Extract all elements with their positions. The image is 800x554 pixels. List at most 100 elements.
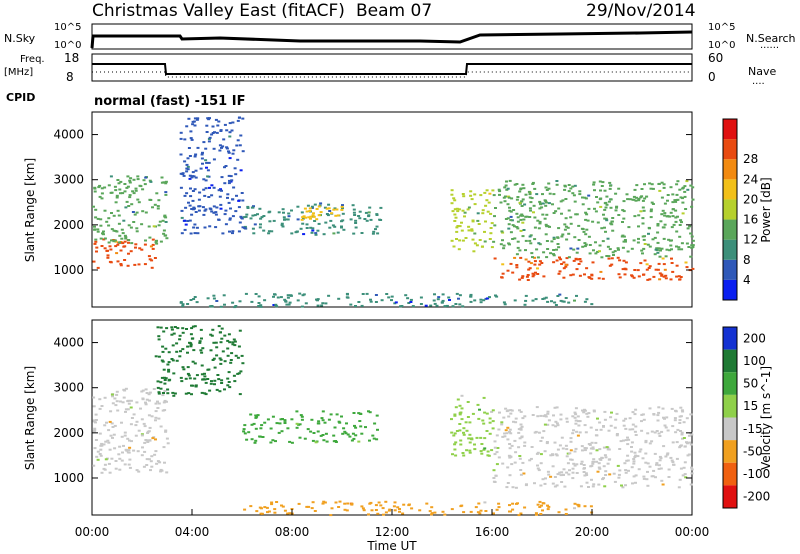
echo-cell — [125, 186, 129, 189]
echo-cell — [546, 508, 550, 511]
echo-cell — [503, 303, 507, 306]
echo-cell — [671, 441, 675, 444]
echo-cell — [253, 214, 257, 217]
echo-cell — [441, 293, 445, 296]
echo-cell — [564, 217, 568, 220]
echo-cell — [328, 210, 332, 212]
echo-cell — [488, 417, 492, 420]
echo-cell — [560, 436, 564, 439]
echo-cell — [181, 172, 185, 175]
echo-cell — [662, 237, 666, 240]
echo-cell — [387, 509, 391, 512]
echo-cell — [500, 230, 504, 233]
echo-cell — [308, 207, 312, 210]
echo-cell — [314, 233, 318, 236]
echo-cell — [351, 204, 355, 207]
echo-cell — [227, 201, 231, 204]
echo-cell — [223, 388, 226, 391]
echo-cell — [192, 349, 196, 352]
echo-cell — [618, 276, 622, 279]
echo-cell — [655, 247, 659, 250]
echo-cell — [203, 372, 206, 375]
echo-cell — [561, 199, 565, 202]
echo-cell — [315, 208, 319, 210]
echo-cell — [573, 411, 577, 414]
echo-cell — [650, 201, 654, 204]
echo-cell — [188, 174, 192, 177]
echo-cell — [644, 439, 648, 442]
echo-cell — [186, 157, 190, 160]
echo-cell — [566, 452, 570, 455]
echo-cell — [341, 204, 344, 207]
echo-cell — [193, 223, 197, 226]
echo-cell — [322, 500, 326, 503]
echo-cell — [103, 237, 107, 240]
echo-cell — [324, 432, 328, 435]
echo-cell — [335, 208, 339, 211]
echo-cell — [153, 257, 157, 259]
echo-cell — [317, 205, 321, 208]
echo-cell — [164, 193, 168, 196]
echo-cell — [188, 341, 191, 344]
echo-cell — [458, 404, 462, 407]
echo-cell — [583, 447, 587, 449]
echo-cell — [321, 434, 325, 436]
echo-cell — [642, 477, 646, 480]
echo-cell — [244, 292, 248, 295]
echo-cell — [170, 333, 174, 336]
echo-cell — [123, 434, 127, 437]
echo-cell — [678, 446, 682, 449]
echo-cell — [680, 433, 684, 436]
echo-cell — [535, 248, 539, 251]
echo-cell — [605, 195, 609, 198]
echo-cell — [140, 434, 144, 437]
echo-cell — [300, 305, 304, 308]
echo-cell — [538, 207, 542, 210]
echo-cell — [469, 510, 473, 513]
echo-cell — [108, 245, 112, 248]
echo-cell — [516, 216, 520, 219]
echo-cell — [137, 470, 141, 473]
echo-cell — [489, 227, 493, 229]
echo-cell — [227, 150, 230, 153]
echo-cell — [341, 207, 344, 210]
echo-cell — [584, 472, 588, 475]
echo-cell — [508, 443, 512, 445]
echo-cell — [536, 467, 540, 470]
echo-cell — [493, 453, 497, 456]
echo-cell — [681, 437, 684, 440]
echo-cell — [123, 183, 127, 185]
echo-cell — [621, 486, 625, 489]
echo-cell — [254, 416, 258, 419]
echo-cell — [584, 243, 588, 246]
echo-cell — [593, 189, 596, 192]
echo-cell — [128, 196, 132, 199]
echo-cell — [236, 119, 240, 122]
echo-cell — [144, 211, 148, 214]
echo-cell — [528, 235, 532, 238]
echo-cell — [290, 209, 293, 212]
echo-cell — [225, 146, 229, 149]
echo-cell — [92, 260, 96, 263]
echo-cell — [135, 230, 139, 233]
echo-cell — [107, 462, 111, 465]
echo-cell — [212, 341, 216, 344]
echo-cell — [296, 299, 300, 302]
echo-cell — [545, 441, 549, 443]
echo-cell — [622, 424, 626, 427]
echo-cell — [680, 409, 684, 412]
echo-cell — [196, 146, 200, 149]
echo-cell — [559, 418, 563, 421]
echo-cell — [198, 191, 202, 194]
echo-cell — [353, 214, 357, 216]
echo-cell — [94, 238, 98, 241]
echo-cell — [220, 327, 224, 330]
echo-cell — [228, 217, 232, 220]
echo-cell — [615, 433, 619, 435]
echo-cell — [219, 207, 223, 210]
echo-cell — [591, 447, 595, 450]
echo-cell — [218, 144, 222, 147]
echo-cell — [648, 407, 652, 410]
echo-cell — [97, 186, 101, 189]
echo-cell — [231, 121, 235, 124]
